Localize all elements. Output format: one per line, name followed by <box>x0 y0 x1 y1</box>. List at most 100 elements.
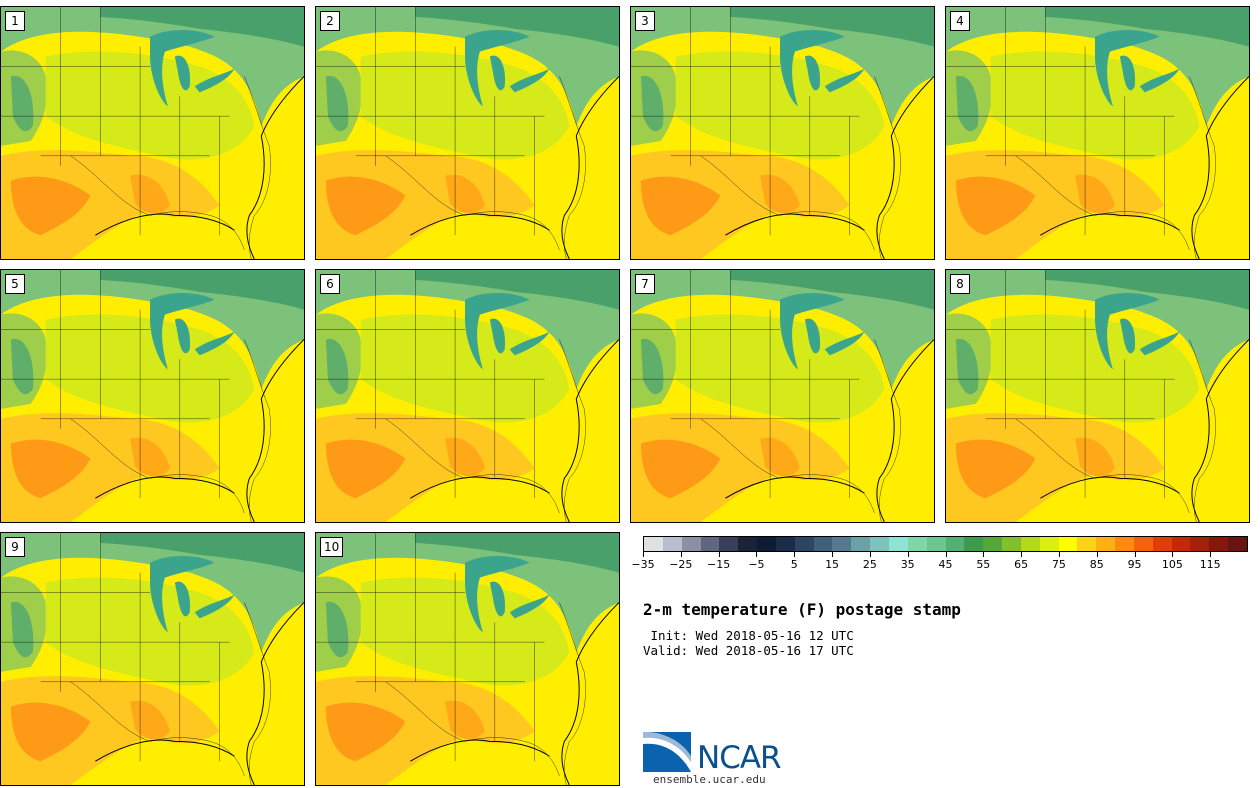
member-number-label: 5 <box>5 274 25 294</box>
tick-label: 105 <box>1161 558 1183 571</box>
init-time: Init: Wed 2018-05-16 12 UTC <box>643 628 854 643</box>
tick-label: 75 <box>1051 558 1066 571</box>
colorbar-swatch <box>945 537 965 551</box>
tick-label: 5 <box>790 558 798 571</box>
member-panel: 8 <box>945 269 1250 523</box>
colorbar-swatch <box>1039 537 1059 551</box>
valid-time: Valid: Wed 2018-05-16 17 UTC <box>643 643 854 658</box>
tick-mark <box>1058 552 1060 557</box>
tick-mark <box>1096 552 1098 557</box>
tick-mark <box>718 552 720 557</box>
colorbar-swatch <box>1228 537 1247 551</box>
colorbar-swatch <box>964 537 984 551</box>
colorbar-swatch <box>1209 537 1229 551</box>
member-number-label: 6 <box>320 274 340 294</box>
member-panel: 1 <box>0 6 305 260</box>
member-panel: 5 <box>0 269 305 523</box>
member-number-label: 4 <box>950 11 970 31</box>
member-map <box>946 270 1249 522</box>
member-number-label: 3 <box>635 11 655 31</box>
tick-label: 95 <box>1127 558 1142 571</box>
tick-mark <box>643 552 644 557</box>
member-number-label: 10 <box>320 537 344 557</box>
colorbar-swatch <box>738 537 758 551</box>
member-panel: 10 <box>315 532 620 786</box>
member-panel: 6 <box>315 269 620 523</box>
member-number-label: 2 <box>320 11 340 31</box>
tick-mark <box>756 552 758 557</box>
tick-mark <box>1210 552 1212 557</box>
member-map <box>631 7 934 259</box>
colorbar-swatch <box>1077 537 1097 551</box>
colorbar-swatch <box>1058 537 1078 551</box>
tick-label: 85 <box>1089 558 1104 571</box>
colorbar-ticks: −35 −25 −15 −5 5 15 25 35 45 55 65 75 85 95 105 115 <box>631 552 1248 576</box>
colorbar-swatch <box>813 537 833 551</box>
colorbar-swatch <box>700 537 720 551</box>
colorbar-swatch <box>775 537 795 551</box>
colorbar-swatch <box>888 537 908 551</box>
tick-label: 55 <box>976 558 991 571</box>
tick-label: −35 <box>631 558 655 571</box>
member-map <box>316 7 619 259</box>
tick-label: 45 <box>938 558 953 571</box>
colorbar-swatch <box>1152 537 1172 551</box>
colorbar-swatch <box>1171 537 1191 551</box>
colorbar-swatch <box>757 537 776 551</box>
tick-label: −25 <box>669 558 693 571</box>
tick-mark <box>1172 552 1174 557</box>
tick-mark <box>983 552 985 557</box>
tick-mark <box>832 552 834 557</box>
tick-mark <box>1021 552 1023 557</box>
colorbar-swatch <box>794 537 814 551</box>
member-panel: 3 <box>630 6 935 260</box>
colorbar-swatch <box>870 537 889 551</box>
temperature-colorbar <box>643 536 1248 552</box>
member-panel: 9 <box>0 532 305 786</box>
colorbar-swatch <box>832 537 852 551</box>
colorbar-swatch <box>851 537 871 551</box>
member-map <box>316 533 619 785</box>
member-map <box>1 7 304 259</box>
tick-mark <box>869 552 871 557</box>
colorbar-swatch <box>1115 537 1134 551</box>
colorbar-swatch <box>1133 537 1153 551</box>
member-number-label: 7 <box>635 274 655 294</box>
tick-label: 35 <box>900 558 915 571</box>
member-map <box>946 7 1249 259</box>
tick-mark <box>945 552 947 557</box>
tick-mark <box>794 552 796 557</box>
member-map <box>1 270 304 522</box>
colorbar-swatch <box>1002 537 1021 551</box>
tick-mark <box>907 552 909 557</box>
tick-mark <box>680 552 682 557</box>
colorbar-swatch <box>1020 537 1040 551</box>
member-panel: 7 <box>630 269 935 523</box>
tick-label: 15 <box>825 558 840 571</box>
member-map <box>631 270 934 522</box>
logo-url[interactable]: ensemble.ucar.edu <box>653 773 766 786</box>
colorbar-swatch <box>983 537 1003 551</box>
ncar-logo-icon <box>643 732 691 772</box>
tick-label: −5 <box>748 558 765 571</box>
colorbar-swatch <box>926 537 946 551</box>
tick-label: 65 <box>1014 558 1029 571</box>
member-panel: 2 <box>315 6 620 260</box>
colorbar-swatch <box>662 537 682 551</box>
figure-title: 2-m temperature (F) postage stamp <box>643 600 961 619</box>
member-map <box>1 533 304 785</box>
tick-mark <box>1134 552 1136 557</box>
member-number-label: 1 <box>5 11 25 31</box>
colorbar-swatch <box>1190 537 1210 551</box>
tick-label: −15 <box>707 558 731 571</box>
colorbar-swatch <box>1096 537 1116 551</box>
colorbar-swatch <box>644 537 663 551</box>
logo-wordmark: NCAR <box>697 740 782 776</box>
colorbar-swatch <box>681 537 701 551</box>
colorbar-swatch <box>907 537 927 551</box>
colorbar-swatch <box>719 537 739 551</box>
tick-label: 25 <box>862 558 877 571</box>
member-number-label: 8 <box>950 274 970 294</box>
member-number-label: 9 <box>5 537 25 557</box>
tick-label: 115 <box>1199 558 1221 571</box>
